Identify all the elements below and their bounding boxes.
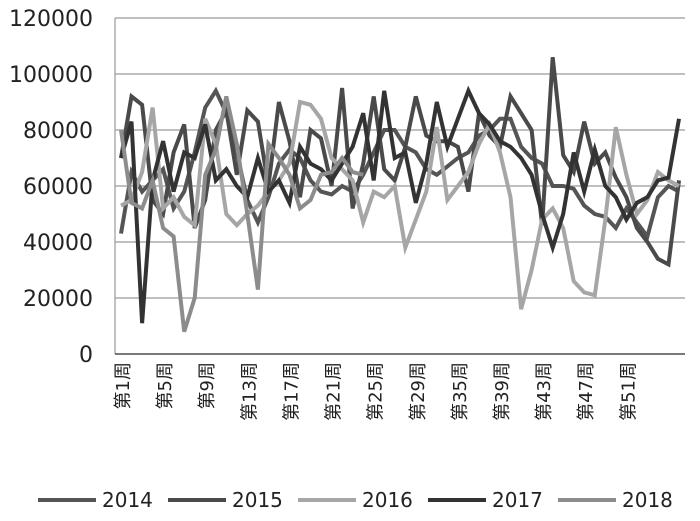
x-tick-label: 第25周 [366, 362, 387, 421]
y-tick-label: 100000 [9, 63, 93, 88]
x-tick-label: 第51周 [618, 362, 639, 421]
series-line-2018 [119, 95, 364, 333]
legend-label-2015: 2015 [232, 488, 283, 512]
x-tick-label: 第47周 [576, 362, 597, 421]
tick-layer: 020000400006000080000100000120000第1周 第5周第… [9, 7, 639, 421]
series-line-2015 [119, 56, 681, 268]
legend: 2014 2015 2016 2017 2018 [38, 488, 673, 512]
legend-label-2014: 2014 [102, 488, 153, 512]
x-tick-label: 第43周 [534, 362, 555, 421]
y-tick-label: 120000 [9, 7, 93, 32]
series-layer [119, 56, 681, 333]
series-line-2017 [119, 85, 681, 324]
x-tick-label: 第21周 [324, 362, 345, 421]
x-tick-label: 第1周 [113, 362, 134, 409]
legend-label-2016: 2016 [362, 488, 413, 512]
legend-label-2017: 2017 [492, 488, 543, 512]
x-tick-label: 第9周 [197, 362, 218, 409]
x-tick-label: 第13周 [239, 362, 260, 421]
x-tick-label: 第39周 [492, 362, 513, 421]
x-tick-label: 第17周 [281, 362, 302, 421]
axis-layer [114, 18, 685, 355]
y-tick-label: 60000 [23, 175, 93, 200]
x-tick-label: 第35周 [450, 362, 471, 421]
x-tick-label: 第29周 [408, 362, 429, 421]
y-tick-label: 80000 [23, 119, 93, 144]
y-tick-label: 20000 [23, 287, 93, 312]
x-tick-label: 第5周 [155, 362, 176, 409]
y-tick-label: 0 [79, 343, 93, 368]
series-line-2016 [120, 99, 680, 310]
series-line-2014 [119, 86, 680, 241]
y-tick-label: 40000 [23, 231, 93, 256]
legend-label-2018: 2018 [622, 488, 673, 512]
